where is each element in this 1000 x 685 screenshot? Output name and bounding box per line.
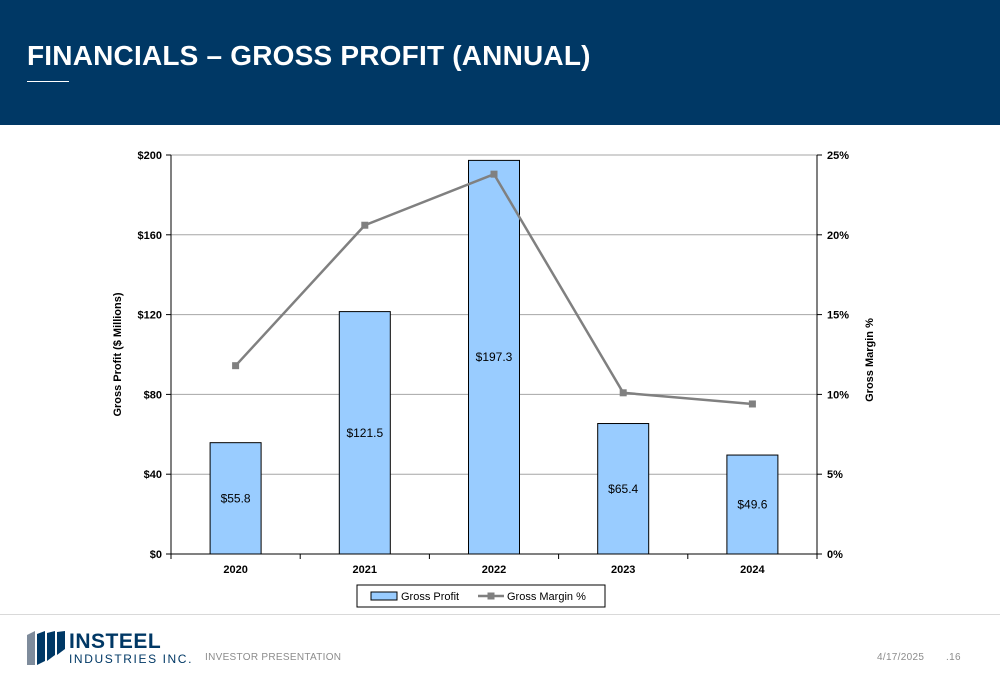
bar-data-label: $121.5 <box>346 426 383 440</box>
footer-label: INVESTOR PRESENTATION <box>205 652 342 663</box>
page-number: .16 <box>946 652 961 663</box>
y-tick-label: $160 <box>138 230 162 242</box>
y2-tick-label: 15% <box>827 310 849 322</box>
logo-mark-icon <box>27 631 65 665</box>
header-banner: FINANCIALS – GROSS PROFIT (ANNUAL) <box>0 0 1000 125</box>
title-underline <box>27 81 69 82</box>
gross-margin-point <box>490 170 498 178</box>
legend-label-gross-margin: Gross Margin % <box>507 591 586 603</box>
y2-tick-label: 10% <box>827 389 849 401</box>
gross-margin-point <box>361 221 369 229</box>
bar-data-label: $55.8 <box>221 491 251 505</box>
bar <box>597 423 650 555</box>
y-tick-label: $40 <box>144 469 162 481</box>
x-tick-label: 2021 <box>353 564 377 576</box>
y-axis-title: Gross Profit ($ Millions) <box>112 292 124 416</box>
y2-tick-label: 25% <box>827 150 849 162</box>
y2-tick-label: 0% <box>827 549 843 561</box>
y2-tick-label: 5% <box>827 469 843 481</box>
footer-date: 4/17/2025 <box>877 652 925 663</box>
x-tick-label: 2022 <box>482 564 506 576</box>
x-tick-label: 2020 <box>223 564 247 576</box>
legend-swatch-gross-profit <box>370 591 398 601</box>
legend-label-gross-profit: Gross Profit <box>401 591 459 603</box>
y-tick-label: $120 <box>138 310 162 322</box>
footer-divider <box>0 614 1000 615</box>
logo-company-name: INSTEEL <box>69 630 162 653</box>
bar-data-label: $65.4 <box>608 482 638 496</box>
logo-company-subtitle: INDUSTRIES INC. <box>69 652 194 666</box>
bar <box>338 311 391 555</box>
x-tick-label: 2024 <box>740 564 765 576</box>
bar <box>209 442 262 555</box>
y2-axis-title: Gross Margin % <box>864 318 876 402</box>
x-tick-label: 2023 <box>611 564 635 576</box>
page-title: FINANCIALS – GROSS PROFIT (ANNUAL) <box>27 40 591 71</box>
bar-data-label: $49.6 <box>737 498 767 512</box>
gross-margin-point <box>619 389 627 397</box>
company-logo: INSTEEL INDUSTRIES INC. <box>27 630 197 666</box>
legend-marker-gross-margin <box>487 592 495 600</box>
gross-margin-point <box>232 362 240 370</box>
bar-data-label: $197.3 <box>476 350 513 364</box>
bar <box>468 159 520 555</box>
y-tick-label: $0 <box>150 549 162 561</box>
y-tick-label: $200 <box>138 150 162 162</box>
gross-margin-point <box>748 400 756 408</box>
y2-tick-label: 20% <box>827 230 849 242</box>
y-tick-label: $80 <box>144 389 162 401</box>
